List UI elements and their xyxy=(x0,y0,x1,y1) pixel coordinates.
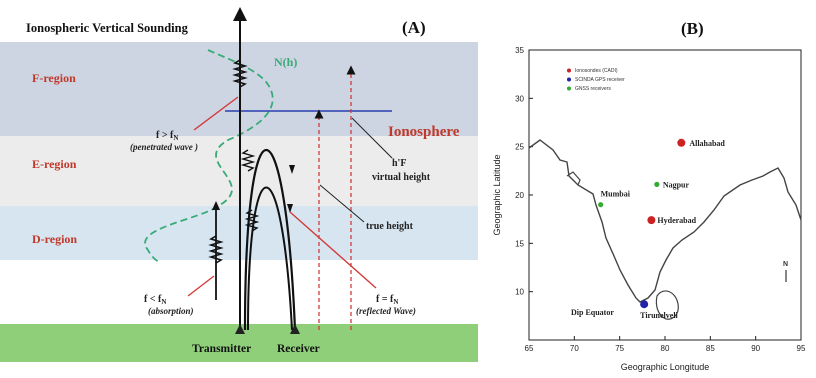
map-legend: Ionosondes (CADI) SCINDA GPS receiver GNSS… xyxy=(567,68,625,92)
panel-a-title: Ionospheric Vertical Sounding xyxy=(26,21,189,35)
y-tick-label: 10 xyxy=(515,288,524,297)
x-tick-label: 90 xyxy=(751,344,760,353)
y-tick-label: 35 xyxy=(515,46,524,55)
d-region-label: D-region xyxy=(32,232,77,246)
station-mumbai-label: Mumbai xyxy=(601,190,631,199)
x-tick-label: 75 xyxy=(615,344,624,353)
station-allahabad-label: Allahabad xyxy=(689,139,725,148)
panel-a: Ionospheric Vertical Sounding (A) F-regi… xyxy=(0,7,478,362)
x-tick-label: 80 xyxy=(661,344,670,353)
inner-reflection-arch xyxy=(247,186,293,331)
electron-density-profile xyxy=(144,49,274,263)
y-tick-label: 20 xyxy=(515,191,524,200)
panel-b: (B) 65 70 75 80 85 90 95 35 30 25 20 15 10 Geograph… xyxy=(492,19,806,372)
india-outline xyxy=(528,139,802,303)
virtual-height-label-1: h'F xyxy=(392,158,406,169)
station-hyderabad-label: Hyderabad xyxy=(657,216,696,225)
absorption-subtext: (absorption) xyxy=(148,306,194,316)
legend-marker xyxy=(567,68,571,73)
y-tick-label: 15 xyxy=(515,239,524,248)
x-tick-label: 70 xyxy=(570,344,579,353)
map-frame xyxy=(528,49,802,341)
station-mumbai-marker xyxy=(598,202,604,208)
transmitter-label: Transmitter xyxy=(192,343,251,355)
receiver-label: Receiver xyxy=(277,343,320,355)
legend-entry: Ionosondes (CADI) xyxy=(575,68,618,74)
y-tick-label: 30 xyxy=(515,94,524,103)
station-nagpur-label: Nagpur xyxy=(663,180,690,189)
f-region-label: F-region xyxy=(32,71,76,85)
reflected-text: f = fN xyxy=(376,294,398,306)
station-tirunelveli-marker xyxy=(640,300,649,309)
x-tick-label: 95 xyxy=(797,344,806,353)
x-tick-label: 65 xyxy=(525,344,534,353)
dip-equator-label: Dip Equator xyxy=(571,308,614,317)
legend-entry: GNSS receivers xyxy=(575,86,611,92)
absorption-wave-coil xyxy=(208,235,224,264)
transmitter-antenna xyxy=(235,324,245,334)
x-axis-title: Geographic Longitude xyxy=(621,362,710,372)
legend-entry: SCINDA GPS receiver xyxy=(575,77,625,83)
downward-arrow-lower xyxy=(287,204,293,213)
y-axis-title: Geographic Latitude xyxy=(492,154,502,235)
virtual-height-label-2: virtual height xyxy=(372,172,431,183)
profile-label: N(h) xyxy=(274,55,297,69)
station-nagpur-marker xyxy=(654,181,660,187)
outer-reflection-arch xyxy=(243,149,297,331)
north-arrow-icon: N xyxy=(783,261,788,268)
penetrated-pointer xyxy=(193,96,239,131)
absorption-arrow xyxy=(212,201,220,210)
virtual-height-pointer xyxy=(351,117,393,159)
e-region-label: E-region xyxy=(32,157,77,171)
true-height-label: true height xyxy=(366,221,414,232)
panel-a-label: (A) xyxy=(402,18,426,37)
downward-arrow-upper xyxy=(289,165,295,174)
sri-lanka-outline xyxy=(655,290,679,320)
station-tirunelveli-label: Tirunelveli xyxy=(640,311,678,320)
legend-marker xyxy=(567,86,571,91)
penetrated-text: f > fN xyxy=(156,130,178,142)
station-markers: Allahabad Nagpur Mumbai Hyderabad Tirunelvel… xyxy=(598,138,725,320)
station-hyderabad-marker xyxy=(647,216,656,225)
legend-marker xyxy=(567,77,571,82)
absorption-pointer xyxy=(187,275,215,297)
reflected-subtext: (reflected Wave) xyxy=(356,306,416,316)
station-allahabad-marker xyxy=(677,138,686,147)
receiver-antenna xyxy=(290,324,300,334)
lower-wave-coil xyxy=(240,149,256,172)
x-axis-ticks: 65 70 75 80 85 90 95 xyxy=(525,336,806,353)
reflected-pointer xyxy=(289,211,377,289)
absorption-text: f < fN xyxy=(144,294,166,306)
penetrated-subtext: (penetrated wave ) xyxy=(130,142,198,152)
true-height-pointer xyxy=(319,184,365,223)
x-tick-label: 85 xyxy=(706,344,715,353)
y-tick-label: 25 xyxy=(515,143,524,152)
ionosphere-label: Ionosphere xyxy=(388,124,460,140)
gulf-outline xyxy=(566,171,581,186)
penetrating-wave-coil xyxy=(232,59,248,88)
panel-b-label: (B) xyxy=(681,19,704,38)
